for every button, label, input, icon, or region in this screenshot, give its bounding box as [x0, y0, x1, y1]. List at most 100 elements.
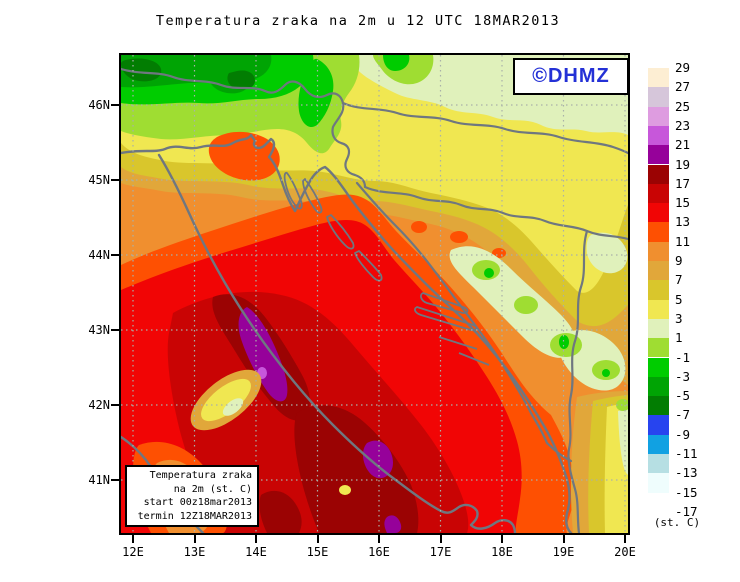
island-pag: [326, 214, 355, 250]
fill-maroon-bottomleft: [259, 490, 302, 533]
legend-label-29: 29: [675, 60, 691, 75]
lon-tick-20E: [624, 535, 626, 543]
legend-swatch--7-to--9: [648, 415, 669, 435]
fill-purple-streak-2: [362, 440, 393, 479]
legend-swatch--5-to--7: [648, 396, 669, 416]
page-title: Temperatura zraka na 2m u 12 UTC 18MAR20…: [155, 13, 561, 29]
legend-label-3: 3: [675, 310, 683, 326]
legend-label-1: 1: [675, 330, 683, 346]
info-box-line-4: termin 12Z18MAR2013: [137, 510, 252, 522]
fill-purple-dot-bottom: [384, 515, 402, 533]
fill-yellow-spot-south: [339, 485, 351, 495]
legend-label--13: -13: [675, 465, 698, 481]
legend-swatch--1-to--3: [648, 357, 669, 377]
legend-label-27: 27: [675, 79, 691, 95]
lon-tick-16E: [378, 535, 380, 543]
legend-swatch--15-to--17: [648, 492, 669, 512]
lat-tick-45N: [111, 179, 119, 181]
legend-swatch-13-to-11: [648, 222, 669, 242]
legend-swatch--11-to--13: [648, 454, 669, 474]
legend-label-7: 7: [675, 272, 683, 288]
lon-label-17E: 17E: [429, 545, 452, 559]
lat-tick-46N: [111, 104, 119, 106]
legend-swatch-11-to-9: [648, 241, 669, 261]
legend-label-21: 21: [675, 137, 691, 153]
legend-swatch-21-to-19: [648, 145, 669, 165]
border-montenegro: [545, 441, 573, 463]
lat-label-44N: 44N: [88, 248, 110, 262]
lon-tick-12E: [132, 535, 134, 543]
info-box: Temperatura zraka na 2m (st. C) start 00…: [125, 465, 259, 527]
legend-label--9: -9: [675, 426, 691, 442]
info-box-line-3: start 00z18mar2013: [143, 497, 252, 508]
info-box-line-2: na 2m (st. C): [173, 483, 252, 495]
fill-green-patch-top: [383, 55, 410, 71]
legend-swatch--9-to--11: [648, 434, 669, 454]
legend-label-5: 5: [675, 291, 683, 307]
lon-label-19E: 19E: [552, 545, 575, 559]
island-brac: [420, 292, 469, 314]
legend-swatch-7-to-5: [648, 280, 669, 300]
lon-label-20E: 20E: [614, 545, 636, 559]
country-borders: [121, 67, 628, 533]
legend-swatch--13-to--15: [648, 473, 669, 493]
legend-label-13: 13: [675, 214, 691, 230]
lon-label-12E: 12E: [122, 545, 144, 559]
fill-orangered-spot-2: [450, 231, 468, 243]
lat-tick-41N: [111, 479, 119, 481]
fill-green-dot-bosnia-3: [602, 369, 610, 377]
lat-label-45N: 45N: [88, 173, 110, 187]
lat-label-46N: 46N: [88, 98, 110, 112]
legend-label--15: -15: [675, 484, 698, 500]
legend-swatch-3-to-1: [648, 318, 669, 339]
lat-label-42N: 42N: [88, 398, 110, 412]
legend-swatch-9-to-7: [648, 261, 669, 281]
coastline-italy-adriatic: [157, 153, 517, 533]
legend-swatch-1-to--1: [648, 338, 669, 358]
fill-yellowgreen-bosnia-2: [514, 296, 538, 314]
legend-label--7: -7: [675, 407, 691, 423]
lat-tick-44N: [111, 254, 119, 256]
fill-deepgreen-blob-2: [227, 70, 255, 90]
legend-swatch--3-to--5: [648, 376, 669, 397]
lon-label-18E: 18E: [491, 545, 513, 559]
lon-tick-18E: [501, 535, 503, 543]
border-hungary: [341, 101, 628, 155]
legend-label-23: 23: [675, 117, 691, 133]
legend-swatch-17-to-15: [648, 183, 669, 204]
legend-label-9: 9: [675, 253, 683, 268]
temperature-field: [121, 55, 628, 533]
legend-label--17: -17: [675, 503, 698, 519]
lat-tick-43N: [111, 329, 119, 331]
dhmz-badge-text: ©DHMZ: [532, 65, 610, 87]
lon-tick-14E: [255, 535, 257, 543]
lat-label-41N: 41N: [88, 473, 110, 487]
lon-tick-19E: [562, 535, 565, 543]
lon-tick-17E: [439, 535, 442, 543]
legend-swatch-29-to-27: [648, 68, 669, 88]
legend-swatch-5-to-3: [648, 299, 669, 319]
fill-deepgreen-blob-1: [121, 58, 162, 82]
fill-pale-apennine-core: [222, 398, 244, 416]
lat-tick-42N: [111, 404, 119, 406]
color-legend: 29 27 25 23 21 19 17 15 13 11 9 7 5 3 1 -1 -3 -5 -7 -9 -11 -1…: [648, 61, 738, 530]
temperature-map: [121, 55, 628, 533]
coastline-adriatic-east: [121, 133, 573, 533]
fill-green-dot-bosnia-2: [559, 335, 569, 349]
legend-label-25: 25: [675, 98, 691, 114]
fill-purple-streak-1: [238, 307, 288, 402]
island-mljet: [458, 352, 490, 366]
map-frame: ©DHMZ Temperatura zraka na 2m (st. C) st…: [119, 53, 630, 535]
lon-label-15E: 15E: [306, 545, 329, 559]
border-bosnia-west: [355, 181, 549, 445]
fill-green-dot-bosnia-1: [484, 268, 494, 278]
legend-swatch-23-to-21: [648, 125, 669, 146]
legend-swatch-15-to-13: [648, 203, 669, 223]
legend-label-15: 15: [675, 195, 691, 211]
lon-tick-15E: [316, 535, 319, 543]
legend-label--5: -5: [675, 388, 691, 404]
island-korcula: [438, 336, 478, 350]
lon-label-13E: 13E: [183, 545, 206, 559]
lon-label-16E: 16E: [368, 545, 390, 559]
